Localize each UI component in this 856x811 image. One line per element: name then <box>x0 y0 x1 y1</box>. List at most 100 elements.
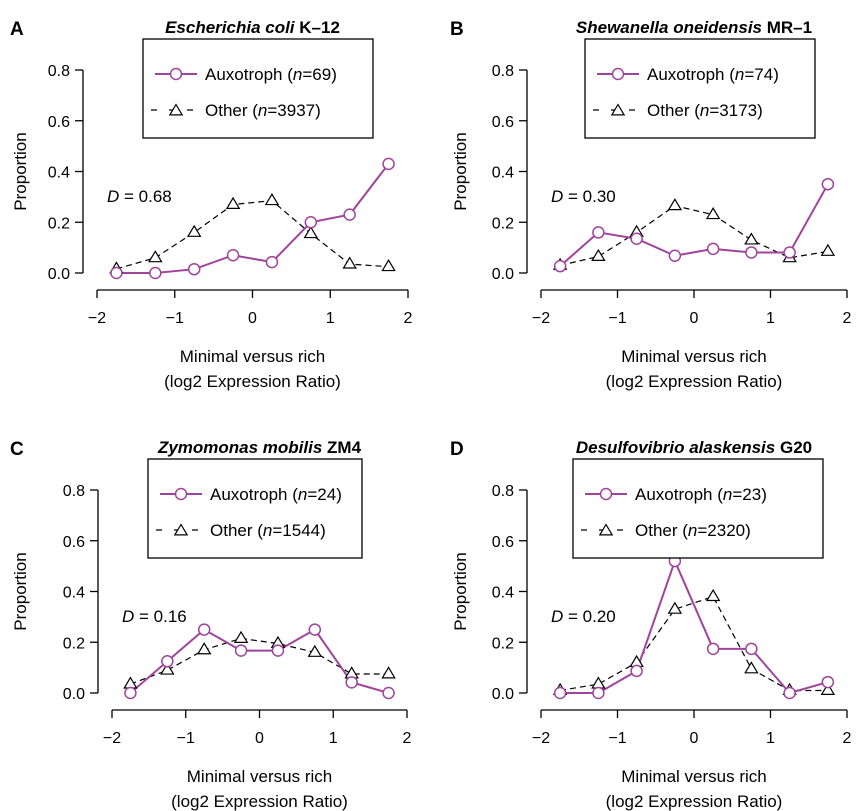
auxotroph-point-marker <box>226 248 240 262</box>
auxotroph-point-marker <box>382 157 395 171</box>
chart-title: Escherichia coli K–12 <box>165 18 340 37</box>
x-tick-label: 0 <box>690 310 699 327</box>
x-tick-label: 2 <box>843 730 852 747</box>
legend-auxotroph-name: Auxotroph ( <box>647 65 735 84</box>
auxotroph-point-marker <box>592 686 605 700</box>
chart-title: Zymomonas mobilis ZM4 <box>157 438 362 457</box>
title-strain: K–12 <box>295 18 340 37</box>
auxotroph-point-marker <box>304 216 318 229</box>
legend-other-label: Other (n=3173) <box>647 101 763 120</box>
auxotroph-point-marker <box>308 623 322 636</box>
auxotroph-point-marker <box>553 259 567 273</box>
x-axis-label-line2: (log2 Expression Ratio) <box>164 372 341 391</box>
auxotroph-point-marker <box>271 644 285 657</box>
other-point-marker <box>667 601 683 614</box>
x-tick-label: −2 <box>532 310 550 327</box>
legend-box <box>142 38 374 139</box>
legend-other-marker <box>173 523 189 536</box>
d-symbol: D <box>122 607 134 626</box>
legend: Auxotroph (n=74)Other (n=3173) <box>584 38 816 139</box>
x-tick-label: −2 <box>88 310 106 327</box>
legend-other-n-symbol: n <box>700 101 709 120</box>
panel-d: D Desulfovibrio alaskensis G20 0.0 0.2 0.4 0.… <box>450 438 852 811</box>
y-tick-label: 0.2 <box>492 215 514 232</box>
title-species: Shewanella oneidensis <box>576 18 762 37</box>
y-tick-label: 0.6 <box>48 114 70 131</box>
auxotroph-point-marker <box>161 655 174 668</box>
y-axis-label: Proportion <box>451 552 470 630</box>
y-tick-label: 0.0 <box>63 686 85 703</box>
chart-title: Desulfovibrio alaskensis G20 <box>576 438 812 457</box>
other-point-marker <box>381 666 396 679</box>
legend-auxotroph-name: Auxotroph ( <box>205 65 293 84</box>
x-tick-label: 0 <box>255 730 264 747</box>
legend-auxotroph-label: Auxotroph (n=74) <box>647 65 779 84</box>
x-tick-label: 0 <box>248 310 257 327</box>
legend-auxotroph-n-symbol: n <box>723 485 732 504</box>
legend: Auxotroph (n=24)Other (n=1544) <box>147 458 363 559</box>
auxotroph-point-marker <box>783 686 796 700</box>
y-tick-label: 0.6 <box>492 114 514 131</box>
legend-box <box>584 38 816 139</box>
auxotroph-point-marker <box>343 208 356 221</box>
x-axis-label-line2: (log2 Expression Ratio) <box>606 372 783 391</box>
legend-other-n-value: =1544) <box>272 521 325 540</box>
legend-other-name: Other ( <box>210 521 263 540</box>
panel-letter: A <box>10 19 24 40</box>
legend-other-label: Other (n=3937) <box>205 101 321 120</box>
legend-other-n-symbol: n <box>688 521 697 540</box>
x-axis-label-line1: Minimal versus rich <box>187 767 332 786</box>
panel-letter: D <box>450 439 464 460</box>
x-tick-label: −1 <box>608 310 626 327</box>
auxotroph-point-marker <box>265 255 279 269</box>
x-axis-label-line1: Minimal versus rich <box>621 347 766 366</box>
auxotroph-series-line <box>559 183 829 267</box>
d-value: = 0.20 <box>563 607 615 626</box>
auxotroph-series-line <box>560 558 829 695</box>
legend-auxotroph-marker <box>599 487 613 501</box>
legend-other-n-value: =3937) <box>267 101 320 120</box>
legend-other-name: Other ( <box>205 101 258 120</box>
legend-auxotroph-n-value: =74) <box>744 65 779 84</box>
d-symbol: D <box>551 607 563 626</box>
y-axis-label: Proportion <box>451 132 470 210</box>
x-tick-label: 1 <box>766 310 775 327</box>
auxotroph-point-marker <box>783 246 796 259</box>
auxotroph-point-marker <box>706 642 720 656</box>
title-species: Escherichia coli <box>165 18 296 37</box>
y-tick-label: 0.6 <box>492 534 514 551</box>
auxotroph-series-line <box>129 628 389 694</box>
d-symbol: D <box>107 187 119 206</box>
y-tick-label: 0.4 <box>492 165 514 182</box>
title-species: Desulfovibrio alaskensis <box>576 438 775 457</box>
d-statistic: D = 0.20 <box>551 607 616 626</box>
x-tick-label: 2 <box>404 310 413 327</box>
legend-auxotroph-marker <box>169 67 183 81</box>
x-tick-label: −2 <box>532 730 550 747</box>
x-axis-label-line2: (log2 Expression Ratio) <box>171 792 348 811</box>
y-tick-label: 0.8 <box>492 63 514 80</box>
auxotroph-point-marker <box>630 664 643 678</box>
x-tick-label: 0 <box>690 730 699 747</box>
y-tick-label: 0.0 <box>492 686 514 703</box>
other-point-marker <box>381 258 396 272</box>
auxotroph-point-marker <box>630 232 643 245</box>
auxotroph-point-marker <box>553 686 567 700</box>
legend-auxotroph-label: Auxotroph (n=69) <box>205 65 337 84</box>
legend-other-label: Other (n=2320) <box>635 521 751 540</box>
d-value: = 0.30 <box>563 187 615 206</box>
legend-auxotroph-name: Auxotroph ( <box>210 485 298 504</box>
auxotroph-point-marker <box>745 642 758 656</box>
x-tick-label: 1 <box>766 730 775 747</box>
other-point-marker <box>591 248 606 262</box>
legend-other-n-value: =2320) <box>697 521 750 540</box>
x-tick-label: 2 <box>843 310 852 327</box>
other-point-marker <box>303 225 319 239</box>
y-axis-label: Proportion <box>11 132 30 210</box>
auxotroph-point-marker <box>821 675 835 689</box>
legend: Auxotroph (n=69) Other (n=3937) <box>142 38 374 139</box>
auxotroph-point-marker <box>592 226 605 239</box>
panel-letter: C <box>10 439 24 460</box>
other-series-line <box>116 200 389 270</box>
